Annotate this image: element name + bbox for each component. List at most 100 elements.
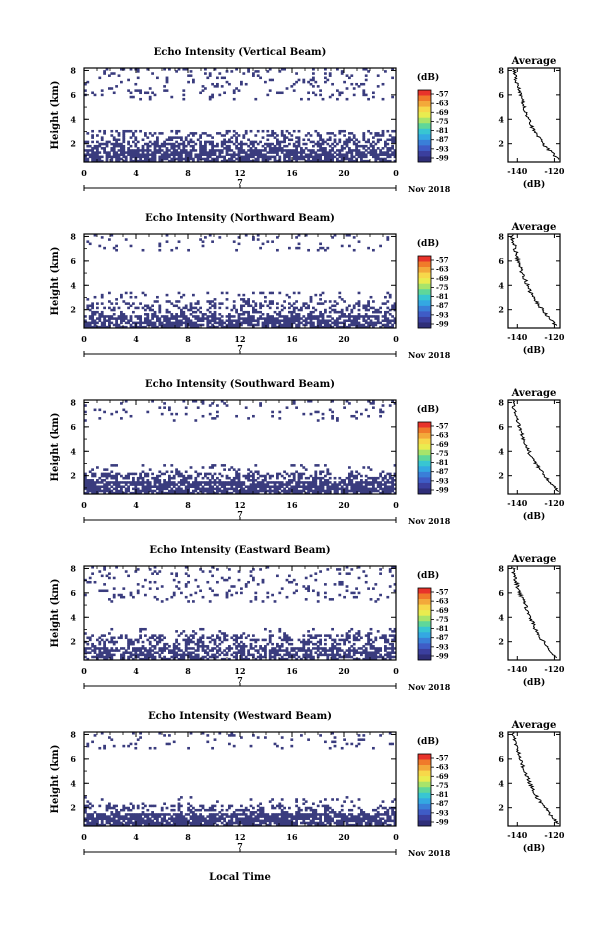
echo-cell bbox=[345, 634, 349, 637]
echo-cell bbox=[194, 657, 198, 661]
echo-cell bbox=[93, 153, 97, 156]
echo-cell bbox=[326, 649, 330, 652]
echo-cell bbox=[264, 317, 267, 320]
echo-cell bbox=[105, 651, 109, 654]
echo-cell bbox=[115, 804, 118, 808]
echo-cell bbox=[312, 157, 315, 161]
echo-cell bbox=[136, 153, 140, 156]
avg-profile-line bbox=[511, 566, 558, 659]
echo-cell bbox=[264, 80, 267, 84]
echo-cell bbox=[355, 474, 358, 478]
echo-cell bbox=[280, 68, 284, 71]
echo-cell bbox=[122, 587, 126, 590]
echo-cell bbox=[256, 583, 260, 586]
echo-cell bbox=[324, 638, 327, 642]
echo-cell bbox=[110, 638, 114, 642]
echo-cell bbox=[328, 132, 332, 135]
echo-cell bbox=[259, 489, 262, 493]
echo-cell bbox=[244, 132, 248, 135]
echo-cell bbox=[340, 159, 344, 163]
echo-cell bbox=[91, 485, 94, 488]
echo-cell bbox=[328, 325, 332, 329]
echo-cell bbox=[213, 159, 217, 163]
echo-cell bbox=[146, 485, 150, 488]
echo-cell bbox=[235, 491, 238, 495]
echo-cell bbox=[213, 647, 217, 650]
echo-cell bbox=[211, 95, 214, 99]
echo-cell bbox=[374, 636, 378, 640]
echo-cell bbox=[369, 319, 373, 322]
echo-cell bbox=[290, 642, 294, 646]
echo-cell bbox=[177, 147, 181, 150]
echo-cell bbox=[242, 657, 246, 661]
echo-cell bbox=[232, 468, 236, 471]
colorbar-segment bbox=[418, 449, 431, 456]
echo-cell bbox=[108, 87, 111, 90]
echo-cell bbox=[240, 313, 243, 316]
echo-cell bbox=[285, 317, 289, 320]
echo-cell bbox=[235, 321, 238, 325]
echo-cell bbox=[84, 819, 87, 823]
echo-cell bbox=[254, 464, 258, 467]
echo-cell bbox=[208, 466, 212, 469]
echo-cell bbox=[218, 642, 222, 646]
echo-cell bbox=[211, 634, 214, 637]
echo-cell bbox=[316, 302, 320, 305]
echo-cell bbox=[141, 138, 145, 142]
echo-cell bbox=[393, 153, 397, 156]
echo-cell bbox=[364, 653, 368, 657]
echo-cell bbox=[110, 491, 114, 495]
echo-cell bbox=[112, 481, 116, 484]
echo-cell bbox=[357, 240, 361, 243]
echo-cell bbox=[117, 815, 121, 818]
echo-cell bbox=[302, 304, 306, 308]
echo-cell bbox=[112, 653, 116, 657]
echo-cell bbox=[288, 655, 291, 659]
echo-cell bbox=[280, 140, 284, 144]
echo-cell bbox=[112, 142, 116, 146]
echo-cell bbox=[156, 642, 159, 646]
echo-cell bbox=[367, 414, 370, 418]
echo-cell bbox=[105, 151, 109, 154]
echo-cell bbox=[357, 576, 361, 580]
echo-cell bbox=[309, 140, 313, 144]
echo-cell bbox=[211, 315, 214, 318]
echo-cell bbox=[259, 657, 262, 661]
echo-cell bbox=[211, 151, 214, 154]
echo-cell bbox=[350, 319, 354, 322]
echo-cell bbox=[252, 306, 255, 310]
echo-cell bbox=[144, 491, 147, 495]
echo-cell bbox=[213, 638, 217, 642]
echo-cell bbox=[170, 144, 174, 148]
echo-cell bbox=[120, 489, 123, 493]
echo-cell bbox=[208, 483, 212, 486]
echo-cell bbox=[326, 155, 330, 159]
echo-cell bbox=[211, 647, 214, 650]
echo-cell bbox=[216, 414, 219, 418]
echo-cell bbox=[182, 651, 186, 654]
echo-cell bbox=[283, 319, 286, 322]
echo-cell bbox=[100, 474, 104, 478]
echo-cell bbox=[379, 306, 382, 310]
echo-cell bbox=[220, 315, 224, 318]
echo-cell bbox=[165, 76, 169, 80]
echo-cell bbox=[98, 636, 102, 640]
echo-cell bbox=[91, 159, 94, 163]
echo-cell bbox=[110, 464, 114, 467]
echo-cell bbox=[148, 323, 152, 327]
echo-cell bbox=[240, 304, 243, 308]
echo-cell bbox=[328, 476, 332, 480]
echo-cell bbox=[228, 323, 231, 327]
echo-cell bbox=[362, 132, 366, 135]
echo-cell bbox=[343, 147, 346, 150]
echo-cell bbox=[324, 595, 327, 599]
echo-cell bbox=[218, 72, 222, 75]
echo-cell bbox=[268, 319, 272, 322]
echo-cell bbox=[168, 142, 171, 146]
echo-cell bbox=[280, 481, 284, 484]
echo-cell bbox=[139, 630, 142, 633]
echo-cell bbox=[345, 306, 349, 310]
echo-cell bbox=[93, 649, 97, 652]
echo-cell bbox=[91, 572, 94, 575]
echo-cell bbox=[319, 93, 322, 97]
